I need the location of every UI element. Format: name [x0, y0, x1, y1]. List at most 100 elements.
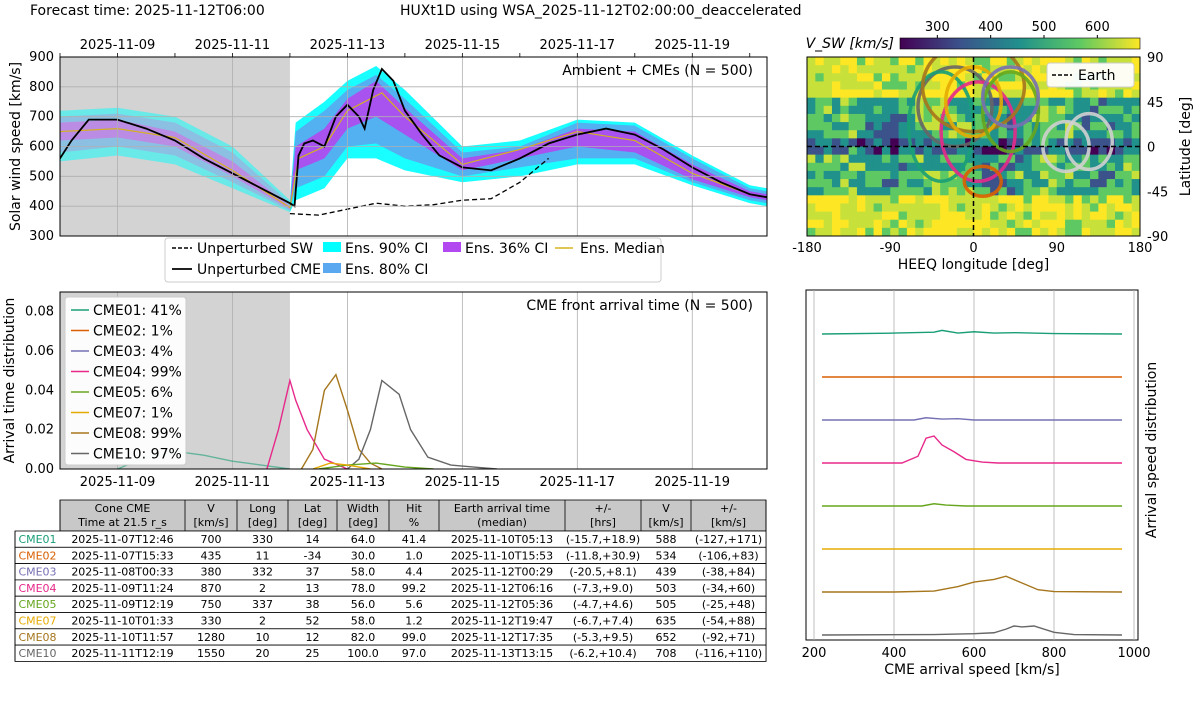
- map-cell: [940, 73, 950, 82]
- map-cell: [840, 170, 850, 180]
- map-cell: [981, 170, 991, 180]
- map-cell: [840, 227, 850, 236]
- speed-title: Ambient + CMEs (N = 500): [562, 63, 753, 79]
- map-cell: [898, 81, 908, 91]
- map-cell: [1131, 138, 1140, 147]
- table-header-line2: [km/s]: [193, 516, 228, 529]
- map-legend-box: [1046, 62, 1135, 88]
- map-cell: [1098, 122, 1108, 131]
- map-cell: [1040, 211, 1049, 221]
- map-cell: [990, 162, 999, 172]
- map-cell: [1090, 146, 1099, 156]
- map-cell: [807, 105, 816, 115]
- map-cell: [965, 57, 974, 66]
- map-cell: [815, 154, 825, 164]
- map-cell: [890, 65, 900, 74]
- table-cell: 2025-11-07T12:46: [71, 533, 173, 546]
- map-cell: [831, 113, 841, 123]
- map-cell: [931, 219, 941, 229]
- map-cell: [856, 146, 866, 156]
- map-cell: [931, 211, 941, 221]
- map-cell: [1056, 211, 1066, 221]
- map-cell: [990, 179, 999, 188]
- map-cell: [1123, 227, 1133, 236]
- table-header-line2: %: [409, 516, 419, 529]
- map-cell: [948, 105, 958, 115]
- map-cell: [1065, 162, 1074, 172]
- map-cell: [1090, 195, 1099, 204]
- map-cell: [931, 170, 941, 180]
- map-cell: [840, 219, 850, 229]
- map-cell: [1031, 170, 1041, 180]
- arrival-y-tick-label: 0.06: [25, 344, 54, 359]
- map-cell: [1131, 203, 1140, 213]
- map-cell: [1023, 187, 1033, 196]
- map-cell: [1090, 138, 1099, 147]
- map-cell: [915, 219, 925, 229]
- map-cell: [1090, 211, 1099, 221]
- map-cell: [948, 187, 958, 196]
- table-cell: (-20.5,+8.1): [569, 566, 636, 579]
- legend-key-band: [443, 242, 461, 252]
- map-cell: [981, 203, 991, 213]
- map-cell: [807, 203, 816, 213]
- map-cell: [1090, 57, 1099, 66]
- map-cell: [856, 97, 866, 107]
- map-cell: [965, 122, 974, 131]
- band-ens-36-ci: [60, 80, 767, 210]
- map-cell: [1090, 97, 1099, 107]
- map-cell: [831, 130, 841, 139]
- map-cell: [1090, 170, 1099, 180]
- map-cell: [973, 105, 983, 115]
- map-cell: [1131, 65, 1140, 74]
- speed-y-tick-label: 800: [29, 80, 54, 95]
- map-cell: [840, 130, 850, 139]
- map-cell: [848, 138, 858, 147]
- arrival-x-tick-label: 2025-11-09: [80, 475, 156, 490]
- map-cell: [1115, 97, 1124, 107]
- map-cell: [1115, 57, 1124, 66]
- map-cell: [1040, 170, 1049, 180]
- arrival-legend-label: CME08: 99%: [93, 426, 182, 442]
- table-cell: 2025-11-10T11:57: [71, 631, 173, 644]
- map-cell: [823, 73, 833, 82]
- map-cell: [807, 81, 816, 91]
- map-cell: [1131, 227, 1140, 236]
- arrival-legend-label: CME05: 6%: [93, 385, 173, 401]
- map-cell: [1123, 211, 1133, 221]
- map-cell: [948, 113, 958, 123]
- map-cell: [1040, 97, 1049, 107]
- map-cell: [807, 146, 816, 156]
- map-cell: [890, 219, 900, 229]
- map-cell: [981, 97, 991, 107]
- map-cell: [881, 219, 891, 229]
- map-cell: [1115, 138, 1124, 147]
- map-cell: [1065, 97, 1074, 107]
- map-cell: [898, 211, 908, 221]
- map-cell: [906, 57, 916, 66]
- map-cell: [940, 89, 950, 99]
- map-cell: [898, 203, 908, 213]
- map-cell: [898, 154, 908, 164]
- map-cell: [906, 81, 916, 91]
- map-cell: [1081, 170, 1091, 180]
- map-cell: [856, 203, 866, 213]
- map-cell: [865, 113, 875, 123]
- map-cell: [1098, 170, 1108, 180]
- map-cell: [881, 138, 891, 147]
- map-cell: [931, 146, 941, 156]
- map-x-tick-label: -180: [792, 241, 822, 256]
- map-cell: [807, 138, 816, 147]
- map-cell: [1031, 179, 1041, 188]
- map-cell: [1006, 187, 1016, 196]
- map-cell: [923, 211, 933, 221]
- map-cell: [840, 89, 850, 99]
- map-cell: [1056, 162, 1066, 172]
- map-cell: [1065, 146, 1074, 156]
- map-cell: [1031, 73, 1041, 82]
- table-cell: 2025-11-09T11:24: [71, 582, 173, 595]
- map-cell: [990, 105, 999, 115]
- map-cell: [1106, 211, 1116, 221]
- map-cell: [873, 138, 883, 147]
- arrival-curve-cme08: [300, 373, 383, 469]
